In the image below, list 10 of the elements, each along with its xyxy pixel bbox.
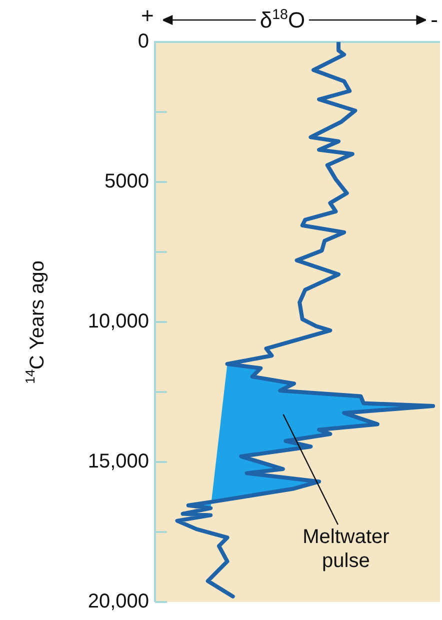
y-tick-label: 15,000 (88, 450, 149, 473)
annotation: Meltwater pulse (302, 526, 390, 572)
y-tick-label: 20,000 (88, 590, 149, 613)
text: + (141, 3, 154, 28)
y-tick-label: 0 (138, 30, 149, 53)
y-tick-label: 5000 (104, 170, 149, 193)
text: - (430, 7, 438, 32)
x-axis-title: δ$^{18}$O (260, 7, 306, 33)
y-tick-label: 10,000 (88, 310, 149, 333)
y-axis-title: 14C Years ago (22, 260, 49, 384)
